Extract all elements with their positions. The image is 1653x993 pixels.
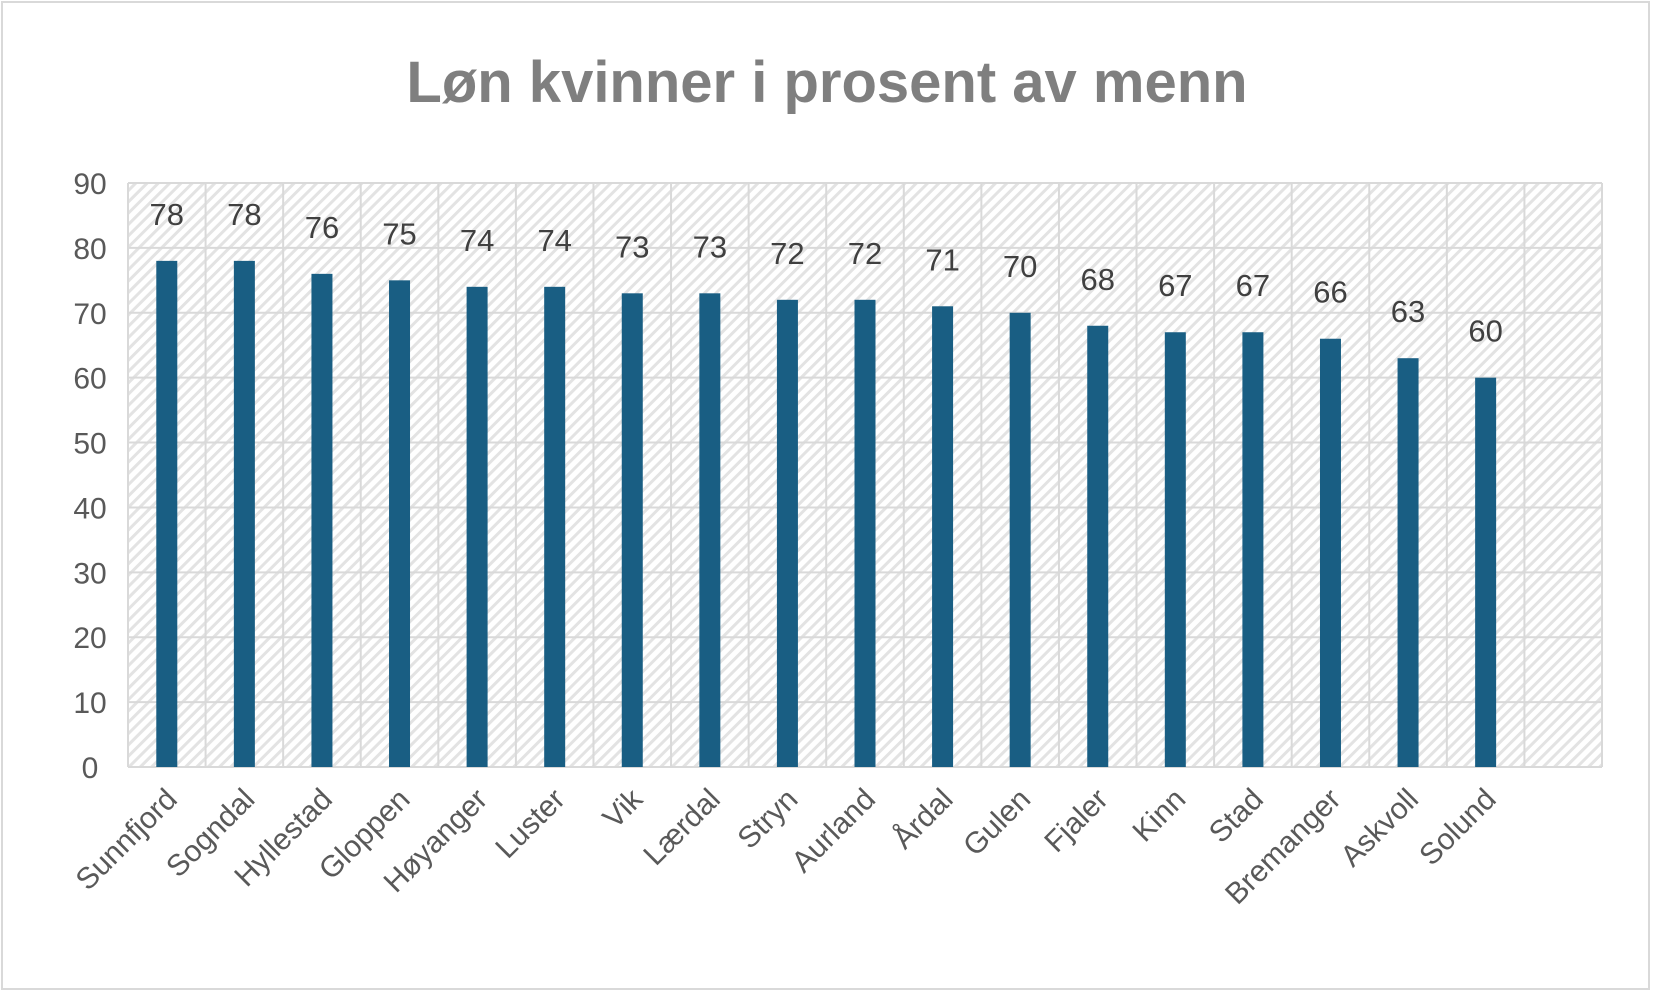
bar-Vik — [621, 293, 643, 767]
bar-Årdal — [932, 306, 954, 767]
x-tick-label: Stryn — [732, 783, 805, 856]
bar-Hyllestad — [311, 273, 333, 767]
data-label: 71 — [925, 242, 959, 277]
bar-Luster — [544, 286, 566, 767]
data-label: 73 — [615, 229, 649, 264]
data-label: 68 — [1080, 262, 1114, 297]
y-tick-label: 60 — [73, 363, 106, 396]
x-tick-label: Askvoll — [1334, 783, 1425, 874]
y-tick-label: 70 — [73, 298, 106, 331]
x-tick-label: Solund — [1413, 783, 1502, 872]
x-tick-label: Vik — [597, 782, 650, 835]
bar-Bremanger — [1319, 338, 1341, 767]
data-label: 66 — [1313, 275, 1347, 310]
bar-Fjaler — [1087, 325, 1109, 767]
bar-Solund — [1475, 377, 1497, 767]
y-tick-label: 50 — [73, 428, 106, 461]
data-label: 70 — [1003, 249, 1037, 284]
y-tick-label: 40 — [73, 492, 106, 525]
y-tick-label: 0 — [82, 752, 99, 785]
data-label: 75 — [382, 216, 416, 251]
x-tick-label: Luster — [489, 783, 571, 865]
x-tick-label: Fjaler — [1038, 783, 1114, 859]
bar-Sogndal — [233, 260, 255, 767]
bar-Gloppen — [389, 280, 411, 767]
data-label: 74 — [537, 223, 571, 258]
data-label: 78 — [150, 197, 184, 232]
bar-Stad — [1242, 332, 1264, 767]
data-label: 74 — [460, 223, 494, 258]
y-tick-label: 20 — [73, 622, 106, 655]
data-label: 73 — [693, 229, 727, 264]
x-tick-label: Aurland — [785, 783, 881, 879]
x-tick-label: Sunnfjord — [70, 783, 184, 897]
bar-Høyanger — [466, 286, 488, 767]
y-tick-label: 80 — [73, 233, 106, 266]
bar-Aurland — [854, 299, 876, 767]
data-label: 72 — [770, 236, 804, 271]
bar-Kinn — [1164, 332, 1186, 767]
data-label: 76 — [305, 210, 339, 245]
data-label: 67 — [1158, 268, 1192, 303]
data-label: 78 — [227, 197, 261, 232]
y-tick-label: 90 — [73, 168, 106, 201]
x-tick-label: Kinn — [1126, 783, 1192, 849]
bar-Gulen — [1009, 312, 1031, 767]
bar-Lærdal — [699, 293, 721, 767]
data-label: 67 — [1236, 268, 1270, 303]
x-tick-label: Stad — [1203, 783, 1270, 850]
data-label: 72 — [848, 236, 882, 271]
y-tick-label: 10 — [73, 687, 106, 720]
bar-Stryn — [776, 299, 798, 767]
bar-Sunnfjord — [156, 260, 178, 767]
bar-Askvoll — [1397, 358, 1419, 767]
data-label: 63 — [1391, 294, 1425, 329]
chart-title: Løn kvinner i prosent av menn — [406, 50, 1247, 115]
y-tick-label: 30 — [73, 557, 106, 590]
x-tick-label: Lærdal — [637, 783, 726, 872]
data-label: 60 — [1468, 314, 1502, 349]
x-tick-label: Gulen — [957, 783, 1037, 863]
x-tick-label: Årdal — [887, 783, 960, 856]
